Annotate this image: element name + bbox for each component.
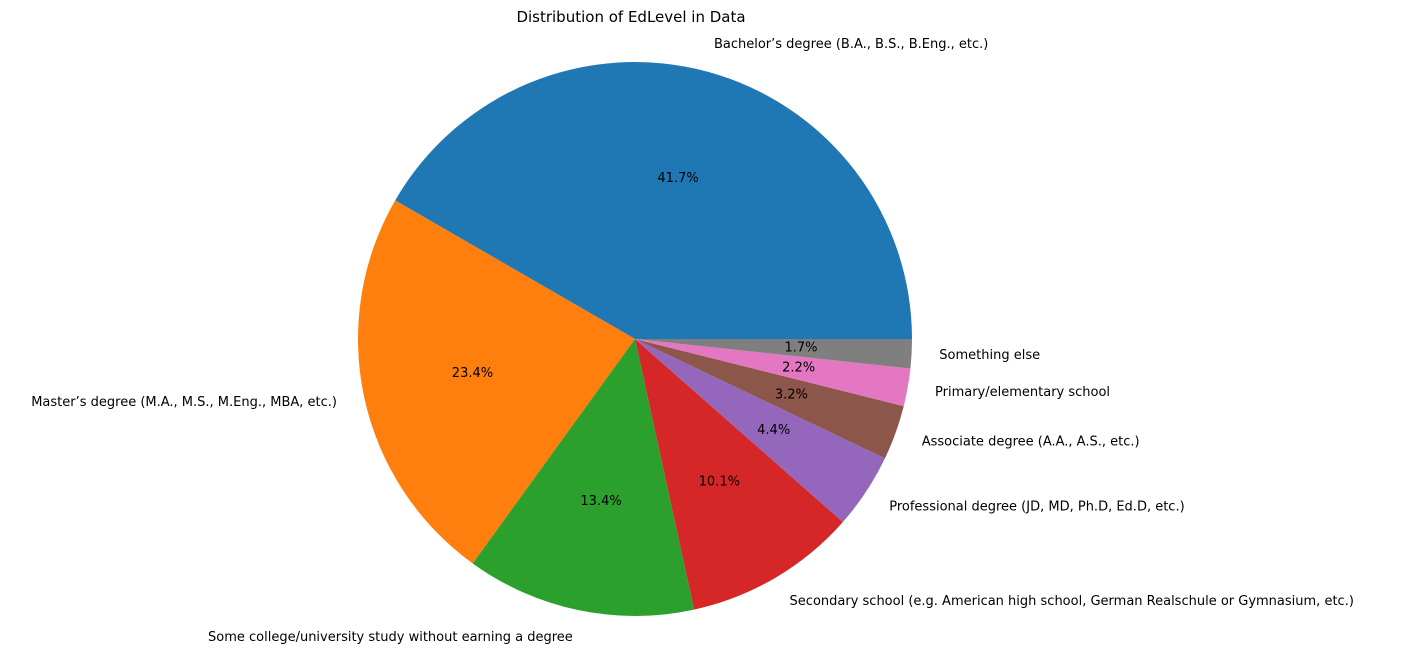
pie-slice	[635, 339, 904, 459]
slice-category-label: Bachelor’s degree (B.A., B.S., B.Eng., e…	[714, 37, 988, 52]
slice-category-label: Secondary school (e.g. American high sch…	[790, 594, 1354, 609]
slice-percent-label: 2.2%	[782, 361, 815, 376]
slice-percent-label: 13.4%	[580, 494, 621, 509]
slice-labels-layer: Bachelor’s degree (B.A., B.S., B.Eng., e…	[31, 37, 1354, 645]
slice-category-label: Something else	[939, 348, 1040, 363]
slice-category-label: Professional degree (JD, MD, Ph.D, Ed.D,…	[889, 499, 1184, 514]
pie-slice	[635, 339, 885, 523]
slice-percent-label: 10.1%	[699, 475, 740, 490]
pie-slice	[635, 339, 843, 610]
slice-percent-label: 3.2%	[775, 388, 808, 403]
chart-title: Distribution of EdLevel in Data	[516, 8, 745, 26]
slice-percent-label: 1.7%	[784, 340, 817, 355]
slice-category-label: Primary/elementary school	[935, 385, 1110, 400]
slices-layer	[357, 61, 912, 616]
pie-slice	[635, 339, 911, 407]
pie-slice	[635, 339, 912, 369]
slice-category-label: Associate degree (A.A., A.S., etc.)	[922, 435, 1140, 450]
pie-slice	[357, 200, 635, 564]
slice-percent-label: 23.4%	[452, 366, 493, 381]
slice-percent-label: 41.7%	[657, 171, 698, 186]
slice-category-label: Some college/university study without ea…	[208, 630, 573, 645]
slice-percent-label: 4.4%	[757, 423, 790, 438]
slice-category-label: Master’s degree (M.A., M.S., M.Eng., MBA…	[31, 395, 337, 410]
percent-labels-layer: 41.7% 23.4% 13.4% 10.1% 4.4% 3.2% 2.2% 1.7%	[452, 171, 818, 509]
pie-slice	[472, 339, 695, 616]
pie-slice	[395, 61, 912, 340]
